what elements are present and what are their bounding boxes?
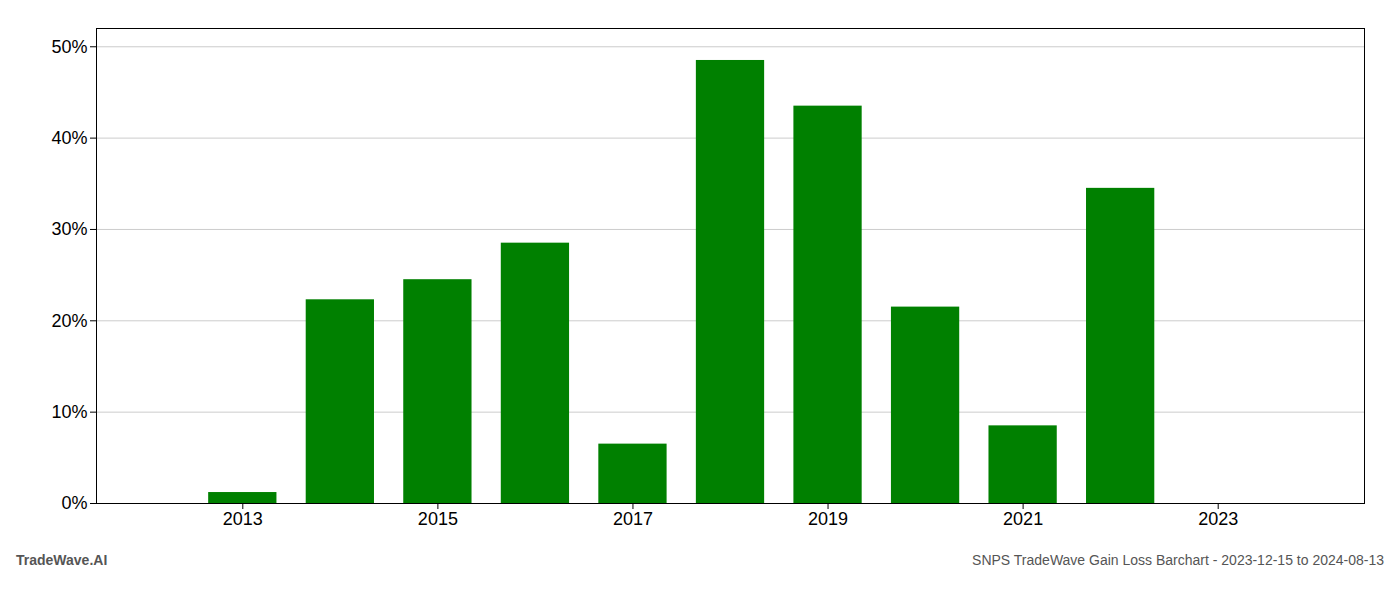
svg-text:2013: 2013	[223, 509, 263, 529]
html-text:TradeWave.AI: TradeWave.AI	[16, 552, 108, 568]
svg-text:20%: 20%	[51, 311, 87, 331]
svg-text:2021: 2021	[1003, 509, 1043, 529]
svg-text:50%: 50%	[51, 37, 87, 57]
svg-text:10%: 10%	[51, 402, 87, 422]
svg-text:2019: 2019	[808, 509, 848, 529]
svg-text:30%: 30%	[51, 219, 87, 239]
svg-text:2017: 2017	[613, 509, 653, 529]
svg-text:2023: 2023	[1198, 509, 1238, 529]
html-text:SNPS TradeWave Gain Loss Barch: SNPS TradeWave Gain Loss Barchart - 2023…	[972, 552, 1384, 568]
svg-text:0%: 0%	[61, 493, 87, 513]
svg-text:2015: 2015	[418, 509, 458, 529]
svg-text:40%: 40%	[51, 128, 87, 148]
